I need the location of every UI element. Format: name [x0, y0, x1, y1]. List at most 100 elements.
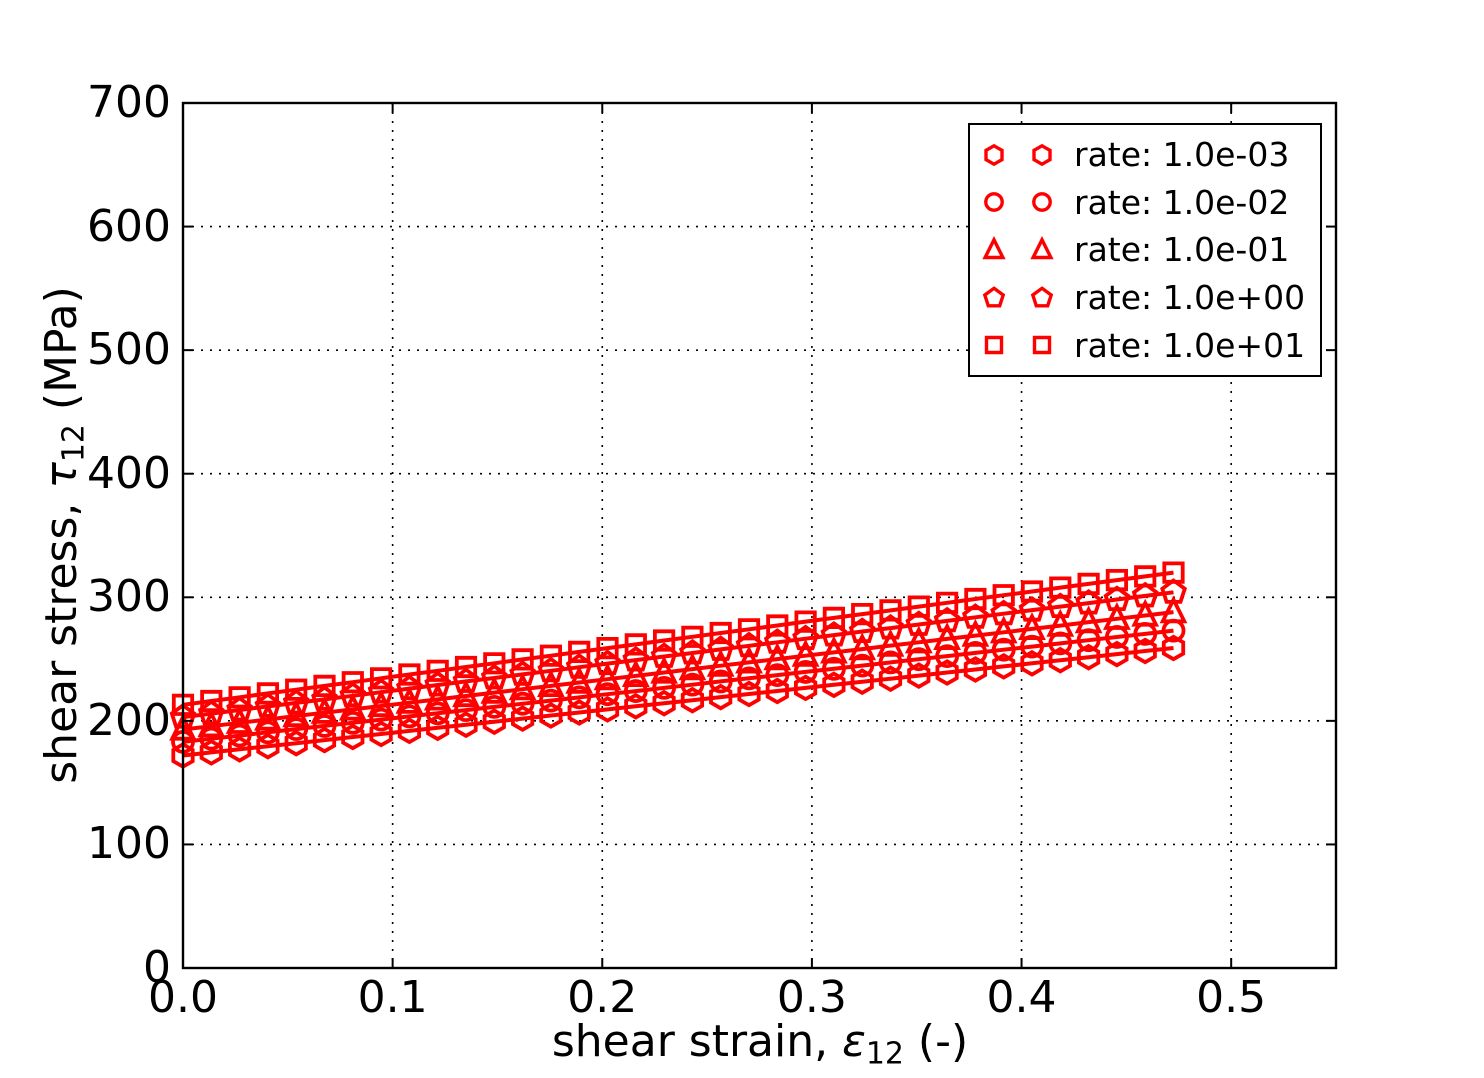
series-line-rate-1.0e+01 — [182, 570, 1174, 707]
series-marker-circle — [397, 704, 422, 729]
series-marker-pentagon — [905, 610, 933, 636]
legend: rate: 1.0e-03 rate: 1.0e-02 rate: 1.0e-01 r… — [968, 123, 1322, 377]
y-tick-label: 600 — [87, 200, 171, 252]
series-marker-pentagon — [961, 603, 989, 629]
series-marker-hexagon — [1161, 634, 1186, 662]
series-marker-square — [256, 682, 280, 705]
series-marker-triangle-up — [310, 695, 339, 724]
series-marker-hexagon — [227, 735, 252, 763]
series-marker-circle — [680, 672, 705, 697]
series-marker-square — [285, 678, 308, 701]
series-marker-circle — [822, 656, 846, 681]
series-marker-triangle-up — [395, 685, 424, 714]
series-marker-hexagon — [369, 720, 393, 748]
series-marker-circle — [793, 660, 818, 684]
series-marker-pentagon — [990, 599, 1018, 626]
series-marker-triangle-up — [763, 642, 792, 671]
series-marker-square — [539, 644, 562, 667]
y-axis-label: shear stress, τ12 (MPa) — [36, 286, 91, 783]
series-marker-hexagon — [284, 729, 308, 757]
series-marker-hexagon — [652, 689, 676, 717]
legend-row: rate: 1.0e+01 — [970, 321, 1320, 369]
series-marker-triangle-up — [480, 675, 509, 704]
series-marker-circle — [454, 698, 478, 723]
series-marker-triangle-up — [1103, 602, 1131, 630]
series-marker-triangle-up — [593, 662, 622, 691]
legend-label: rate: 1.0e-03 — [1074, 135, 1290, 175]
series-marker-hexagon — [1020, 649, 1044, 677]
pentagon-icon — [982, 285, 1054, 308]
series-marker-square — [313, 674, 336, 697]
y-tick-label: 100 — [87, 818, 171, 870]
x-tick-label: 0.4 — [986, 972, 1057, 1023]
y-tick-label: 500 — [87, 324, 171, 376]
series-marker-hexagon — [680, 686, 704, 714]
series-marker-square — [171, 693, 195, 716]
series-marker-hexagon — [935, 659, 959, 686]
series-marker-triangle-up — [820, 635, 848, 664]
series-marker-triangle-up — [423, 682, 452, 711]
series-marker-pentagon — [763, 628, 791, 654]
series-marker-hexagon — [539, 702, 563, 729]
series-marker-hexagon — [992, 653, 1016, 680]
series-marker-square — [1020, 580, 1044, 603]
series-marker-square — [766, 614, 789, 637]
series-marker-square — [964, 587, 987, 611]
series-marker-square — [426, 659, 449, 682]
y-tick-label: 300 — [87, 571, 171, 623]
series-marker-square — [653, 629, 676, 652]
series-marker-pentagon — [707, 635, 735, 661]
x-tick-label: 0.0 — [148, 972, 218, 1023]
series-marker-square — [879, 599, 902, 622]
series-marker-triangle-up — [706, 648, 735, 677]
series-marker-square — [624, 633, 647, 656]
series-marker-circle — [539, 688, 563, 713]
series-marker-circle — [765, 663, 790, 688]
series-marker-square — [1162, 561, 1185, 584]
series-marker-hexagon — [397, 717, 422, 745]
series-marker-circle — [227, 723, 252, 748]
series-marker-square — [454, 655, 478, 679]
series-marker-hexagon — [850, 668, 874, 696]
series-marker-circle — [850, 653, 875, 678]
series-marker-triangle-up — [961, 618, 990, 647]
series-marker-circle — [935, 644, 960, 669]
series-marker-hexagon — [482, 708, 506, 736]
series-marker-square — [1134, 565, 1157, 588]
series-marker-hexagon — [907, 662, 931, 689]
series-marker-square — [737, 618, 761, 641]
hexagon-icon — [984, 143, 1052, 166]
series-marker-square — [822, 606, 845, 629]
series-marker-hexagon — [765, 677, 789, 705]
series-marker-hexagon — [426, 714, 450, 742]
series-marker-hexagon — [1133, 637, 1157, 665]
series-marker-triangle-up — [621, 659, 650, 687]
legend-row: rate: 1.0e+00 — [970, 274, 1320, 322]
series-line-rate-1.0e+00 — [182, 590, 1174, 720]
y-axis-subscript: 12 — [56, 424, 92, 463]
x-axis-subscript: 12 — [865, 1036, 904, 1072]
series-marker-circle — [708, 669, 733, 694]
series-marker-square — [794, 610, 817, 633]
series-marker-pentagon — [1075, 588, 1103, 615]
series-marker-pentagon — [678, 638, 706, 665]
series-marker-pentagon — [933, 606, 961, 633]
series-marker-circle — [906, 647, 931, 672]
y-tick-label: 0 — [143, 942, 171, 993]
series-marker-triangle-up — [735, 645, 763, 674]
series-marker-square — [511, 648, 534, 671]
series-marker-square — [907, 595, 930, 618]
legend-label: rate: 1.0e-01 — [1074, 230, 1290, 270]
series-marker-triangle-up — [508, 672, 537, 701]
series-marker-square — [568, 640, 591, 663]
series-marker-triangle-up — [791, 638, 820, 667]
x-tick-label: 0.3 — [776, 972, 847, 1023]
x-axis-label: shear strain, ε12 (-) — [552, 1017, 968, 1069]
series-marker-hexagon — [1048, 646, 1072, 674]
series-marker-square — [398, 663, 421, 686]
series-marker-triangle-up — [1074, 605, 1103, 634]
series-marker-square — [1105, 569, 1128, 592]
series-marker-circle — [737, 666, 761, 691]
